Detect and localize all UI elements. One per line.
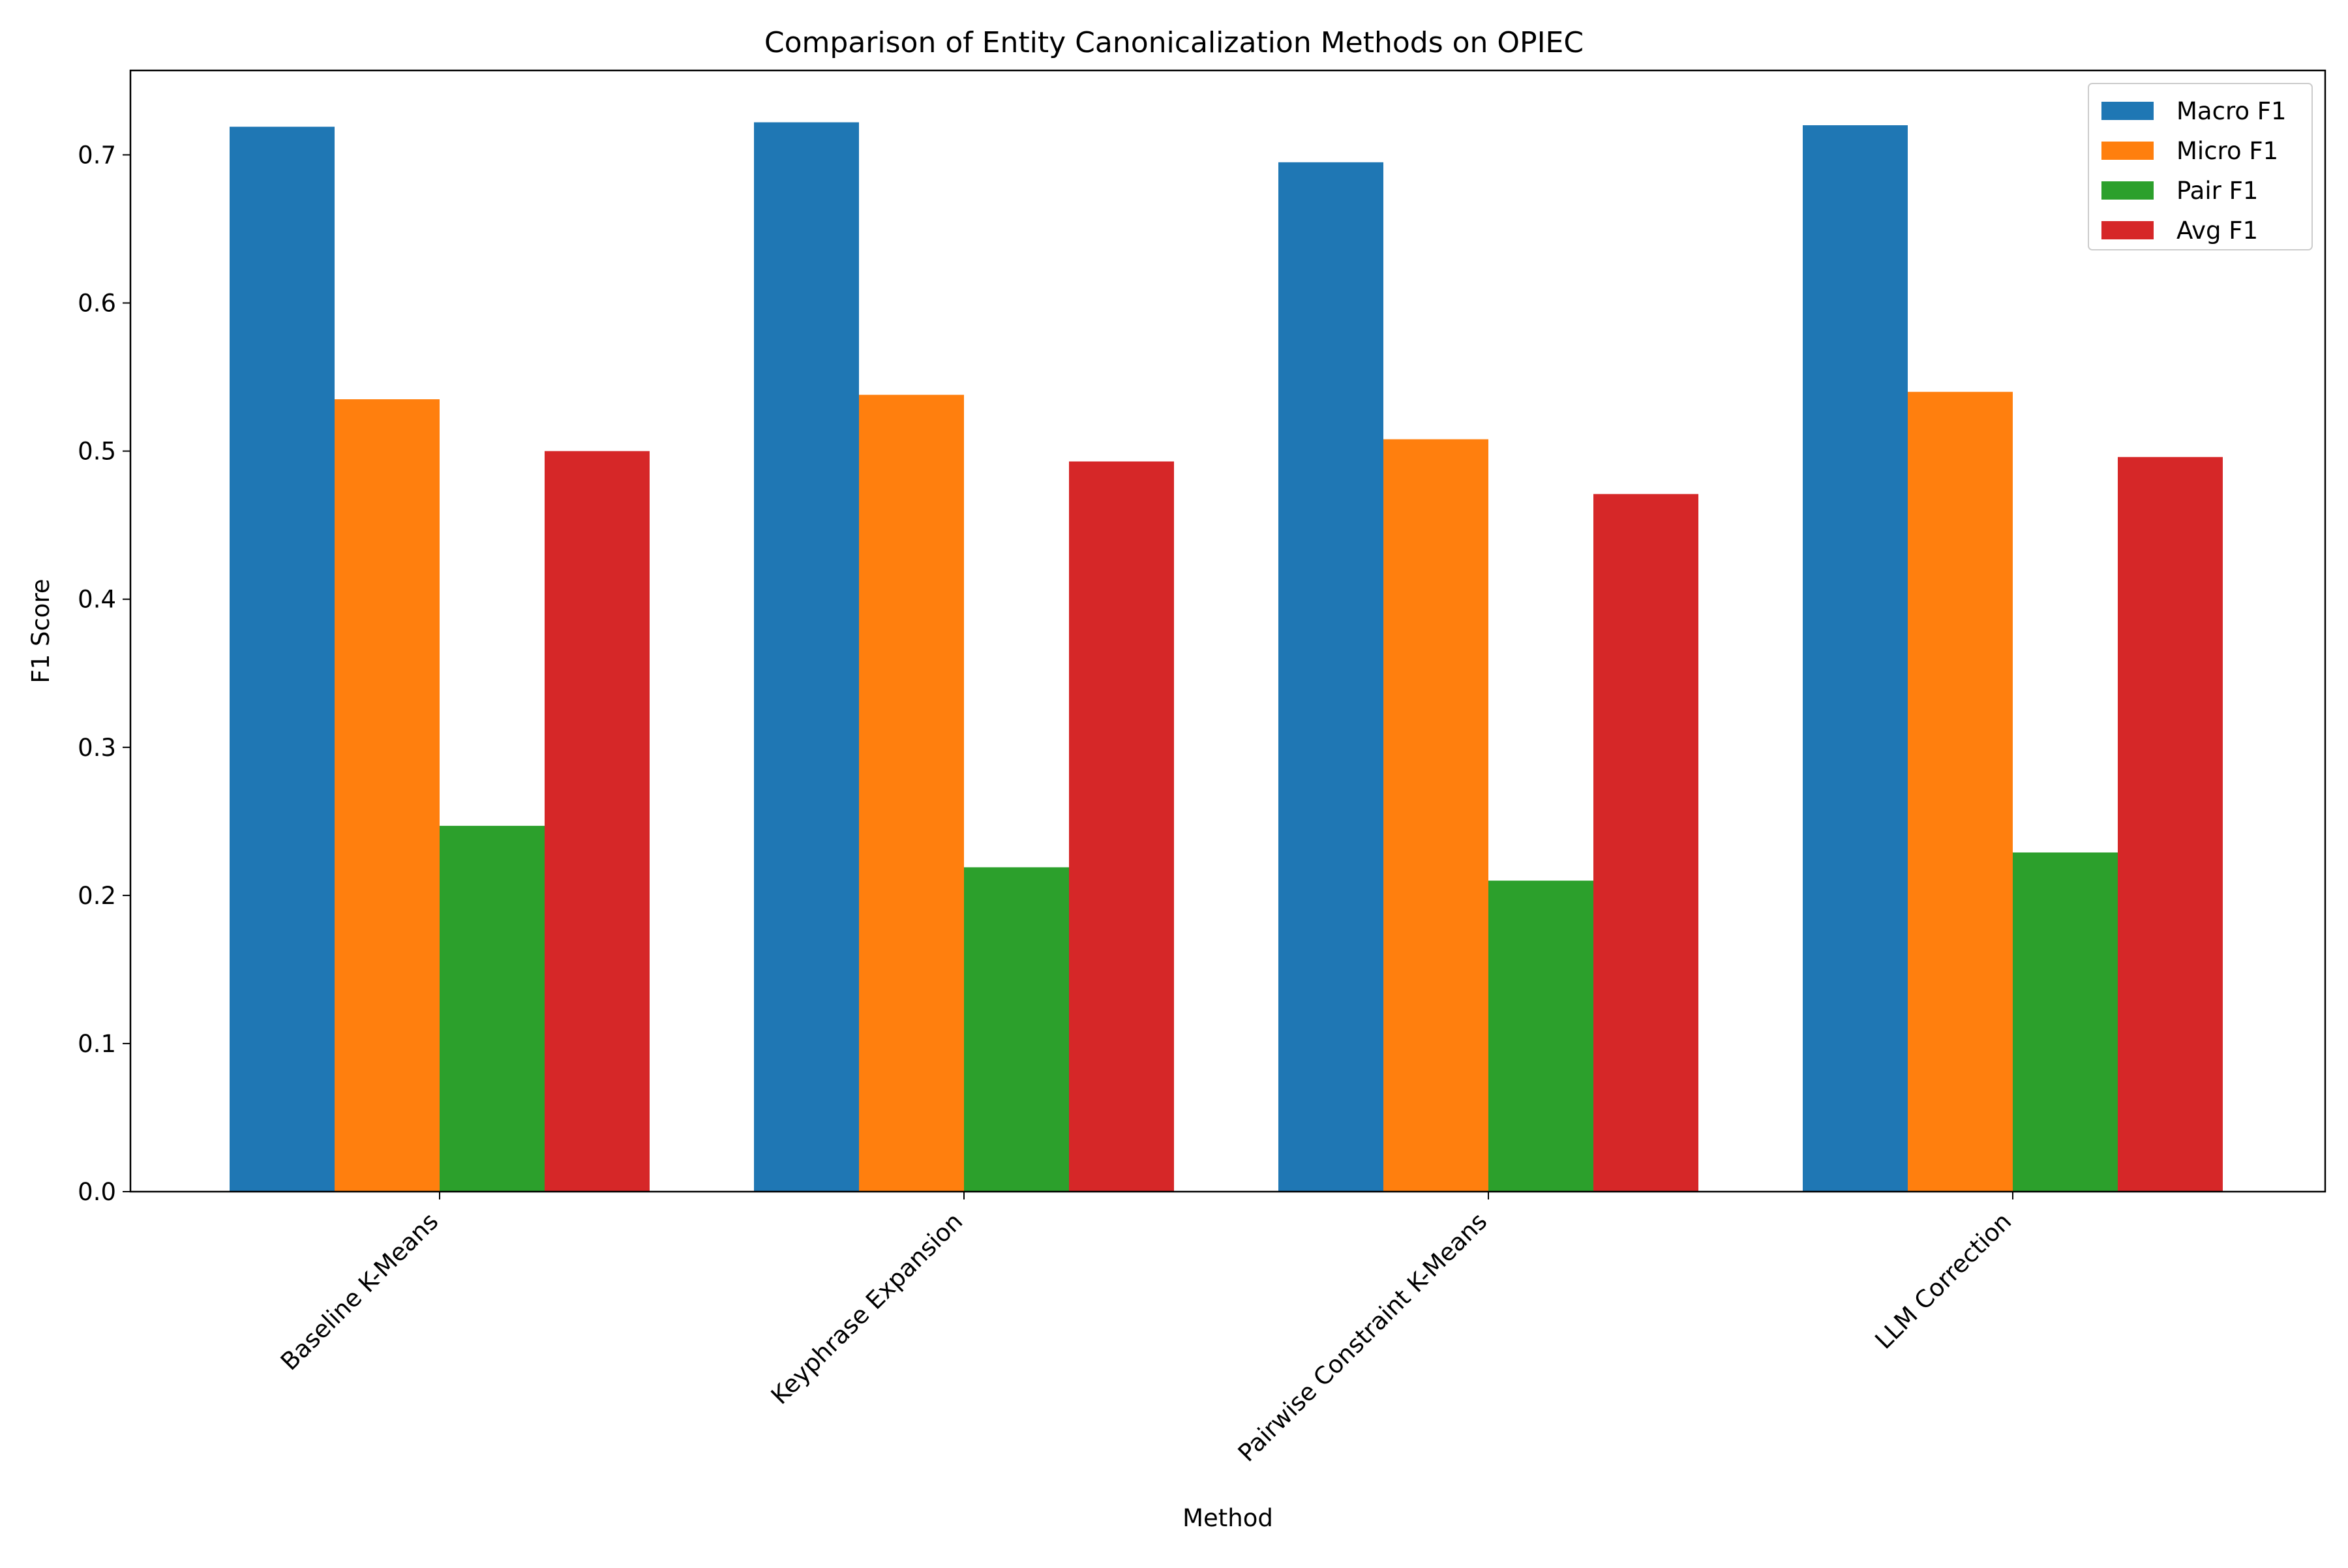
bar-micro-f1-2 xyxy=(859,395,964,1192)
legend-swatch-avg-f1 xyxy=(2101,221,2154,239)
bar-macro-f1-2 xyxy=(754,122,859,1192)
bar-macro-f1-3 xyxy=(1278,162,1383,1192)
y-tick-label: 0.5 xyxy=(78,438,116,466)
y-tick-label: 0.6 xyxy=(78,290,116,318)
legend-label-avg-f1: Avg F1 xyxy=(2176,217,2258,245)
bar-avg-f1-4 xyxy=(2118,457,2223,1192)
legend-label-micro-f1: Micro F1 xyxy=(2176,137,2278,165)
legend-swatch-macro-f1 xyxy=(2101,102,2154,120)
y-tick-label: 0.0 xyxy=(78,1178,116,1206)
y-tick-label: 0.1 xyxy=(78,1030,116,1058)
plot-frame xyxy=(129,69,2326,1193)
bar-micro-f1-1 xyxy=(335,399,440,1192)
y-tick-label: 0.7 xyxy=(78,141,116,169)
legend-label-macro-f1: Macro F1 xyxy=(2176,97,2287,125)
bar-macro-f1-1 xyxy=(230,127,335,1192)
y-axis: 0.0 0.1 0.2 0.3 0.4 0.5 0.6 0.7 xyxy=(78,141,130,1206)
bar-avg-f1-1 xyxy=(545,451,650,1192)
bar-pair-f1-4 xyxy=(2013,852,2118,1192)
x-axis-label: Method xyxy=(1182,1504,1273,1532)
bar-pair-f1-3 xyxy=(1488,881,1593,1192)
legend-swatch-pair-f1 xyxy=(2101,181,2154,200)
bar-avg-f1-2 xyxy=(1069,461,1174,1192)
y-tick-label: 0.2 xyxy=(78,882,116,910)
bar-avg-f1-3 xyxy=(1593,494,1698,1192)
y-tick-label: 0.4 xyxy=(78,586,116,614)
bar-macro-f1-4 xyxy=(1803,125,1908,1192)
chart-title: Comparison of Entity Canonicalization Me… xyxy=(764,26,1584,59)
legend-box xyxy=(2088,83,2313,250)
legend-swatch-micro-f1 xyxy=(2101,142,2154,160)
bar-micro-f1-3 xyxy=(1383,439,1488,1192)
legend-label-pair-f1: Pair F1 xyxy=(2176,177,2258,205)
y-tick-label: 0.3 xyxy=(78,734,116,762)
legend: Macro F1 Micro F1 Pair F1 Avg F1 xyxy=(2088,83,2313,250)
bar-pair-f1-1 xyxy=(440,826,545,1192)
bar-pair-f1-2 xyxy=(964,867,1069,1192)
y-axis-label: F1 Score xyxy=(27,579,55,683)
bars-layer xyxy=(230,122,2223,1192)
bar-micro-f1-4 xyxy=(1908,391,2013,1192)
